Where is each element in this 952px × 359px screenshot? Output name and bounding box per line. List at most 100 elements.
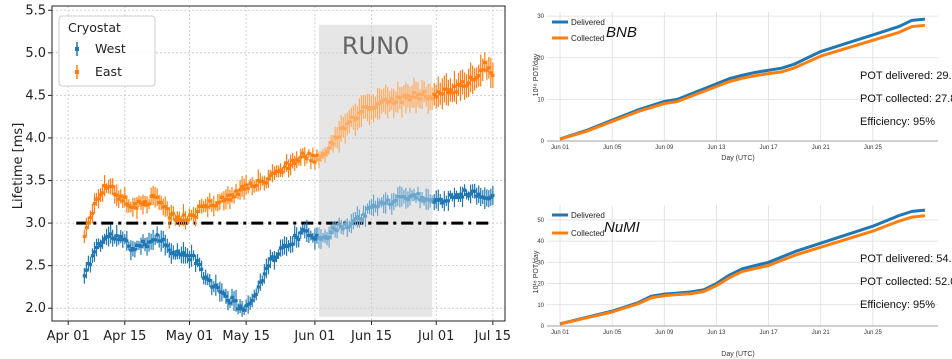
data-point: [117, 237, 121, 242]
data-point: [491, 73, 495, 78]
data-point: [264, 181, 268, 185]
data-point: [175, 249, 179, 253]
data-point: [438, 197, 442, 202]
data-point: [481, 68, 485, 72]
data-point: [345, 122, 349, 126]
data-point: [272, 171, 277, 175]
legend-marker-east: [75, 65, 79, 79]
data-point: [418, 97, 422, 101]
y-tick-label: 10: [537, 97, 544, 103]
data-point: [181, 251, 186, 255]
numi-x-ticks: Jun 01 Jun 05 Jun 09 Jun 13 Jun 17 Jun 21 Jun …: [551, 330, 882, 336]
data-point: [242, 308, 246, 312]
data-point: [363, 214, 368, 218]
data-point: [442, 87, 446, 91]
data-point: [226, 298, 230, 303]
data-point: [321, 236, 325, 240]
data-point: [102, 184, 107, 188]
data-point: [289, 242, 293, 247]
data-point: [475, 76, 479, 80]
data-point: [189, 254, 194, 258]
data-point: [351, 115, 355, 120]
x-tick-label: May 15: [222, 329, 270, 344]
data-point: [297, 237, 301, 242]
data-point: [406, 94, 410, 98]
data-point: [341, 125, 345, 129]
data-point: [436, 90, 440, 94]
data-point: [351, 219, 355, 223]
data-point: [317, 236, 321, 240]
legend-label-east: East: [95, 64, 122, 79]
data-point: [291, 159, 295, 163]
data-point: [390, 97, 394, 101]
data-point: [291, 242, 295, 246]
data-point: [329, 140, 333, 144]
data-point: [418, 198, 422, 202]
run0-label: RUN0: [342, 32, 409, 60]
data-point: [473, 77, 477, 81]
data-point: [125, 239, 129, 243]
data-point: [246, 186, 250, 191]
data-point: [258, 280, 262, 284]
data-point: [487, 66, 491, 70]
data-point: [228, 198, 232, 202]
data-point: [208, 278, 212, 283]
data-point: [436, 198, 440, 202]
data-point: [121, 199, 125, 203]
data-point: [147, 202, 151, 206]
legend-title: Cryostat: [68, 20, 121, 35]
data-point: [388, 99, 392, 104]
data-point: [115, 193, 119, 197]
data-point: [216, 285, 220, 290]
y-tick-label: 20: [537, 282, 544, 288]
data-point: [333, 228, 337, 232]
data-point: [479, 68, 483, 73]
data-point: [450, 195, 455, 199]
data-point: [111, 236, 115, 240]
data-point: [485, 68, 489, 72]
data-point: [254, 183, 258, 188]
x-tick-label: Jun 05: [603, 330, 622, 336]
data-point: [303, 229, 307, 233]
data-point: [228, 301, 232, 305]
numi-legend: Delivered Collected: [552, 211, 605, 238]
data-point: [361, 212, 366, 217]
data-point: [165, 244, 169, 248]
data-point: [460, 195, 465, 199]
data-point: [301, 151, 305, 155]
data-point: [390, 202, 394, 206]
data-point: [202, 276, 206, 280]
data-point: [254, 292, 258, 297]
data-point: [113, 237, 117, 241]
data-point: [153, 238, 157, 242]
data-point: [359, 109, 364, 114]
y-tick-label: 20: [537, 56, 544, 62]
data-point: [410, 194, 414, 198]
data-point: [398, 96, 402, 100]
data-point: [230, 295, 234, 299]
bnb-legend-collected: Collected: [571, 34, 604, 43]
data-point: [295, 158, 299, 162]
data-point: [301, 228, 305, 232]
data-point: [333, 135, 337, 139]
data-point: [452, 195, 457, 200]
data-point: [347, 120, 351, 124]
data-point: [446, 199, 450, 203]
data-point: [428, 95, 432, 99]
data-point: [309, 233, 313, 238]
data-point: [200, 267, 204, 271]
data-point: [236, 307, 240, 311]
data-point: [266, 177, 270, 181]
data-point: [414, 95, 418, 100]
data-point: [396, 195, 400, 199]
data-point: [129, 205, 133, 209]
data-point: [420, 92, 424, 96]
data-point: [311, 236, 315, 240]
data-point: [127, 204, 131, 208]
x-tick-label: Jun 09: [655, 145, 674, 151]
legend-box: [58, 15, 156, 87]
data-point: [481, 195, 485, 199]
data-point: [274, 169, 279, 173]
data-point: [345, 226, 349, 230]
